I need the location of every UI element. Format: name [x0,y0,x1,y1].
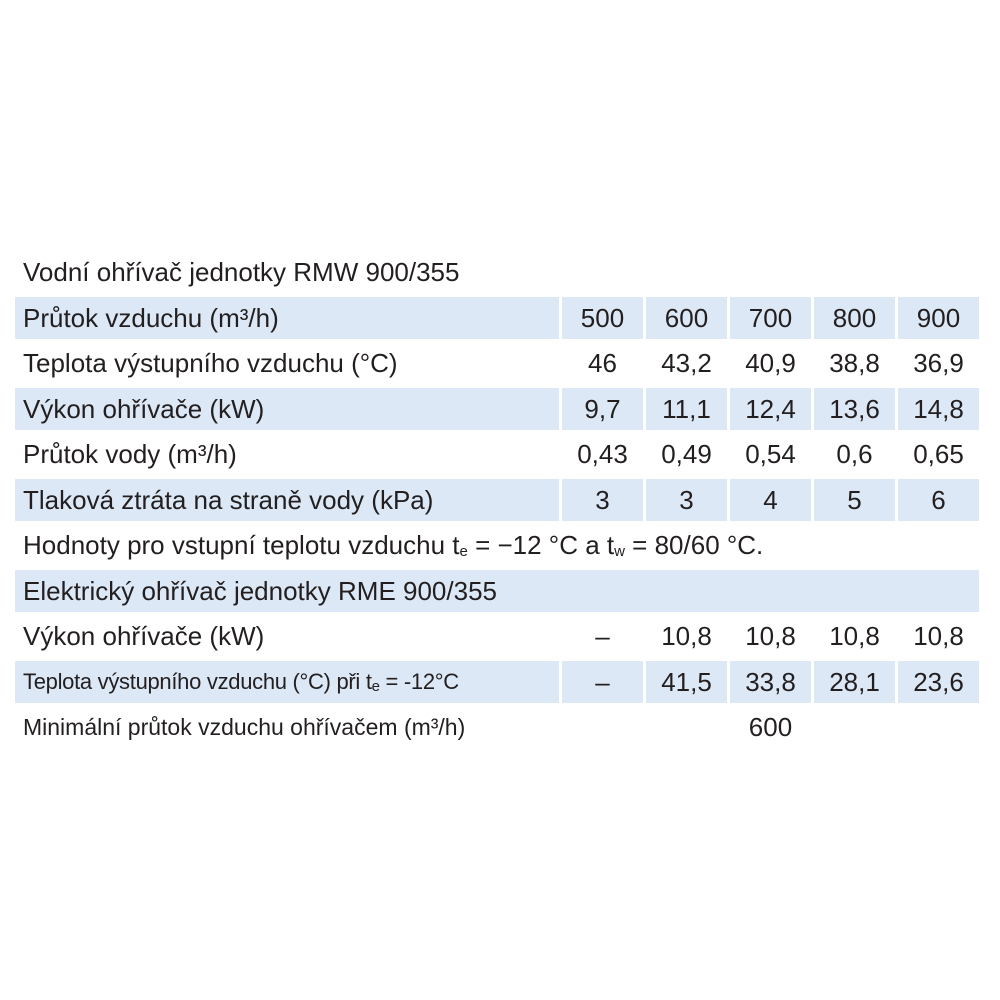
label-cell: Tlaková ztráta na straně vody (kPa) [15,478,559,521]
label-cell: Výkon ohřívače (kW) [15,387,559,430]
value-cell: 40,9 [745,348,796,378]
note-row: Hodnoty pro vstupní teplotu vzduchu te =… [15,524,979,566]
label-cell: Minimální průtok vzduchu ohřívačem (m³/h… [23,714,466,740]
value-cell: 12,4 [730,387,811,430]
value-cell: 500 [562,296,643,339]
value-cell: 36,9 [913,348,964,378]
value-cell: 0,43 [577,439,628,469]
text-segment: = −12 °C a t [467,530,615,560]
value-cell: 10,8 [661,621,712,651]
value-cell: 800 [814,296,895,339]
value-cell: – [562,660,643,703]
subscript: e [459,543,468,560]
value-cell: 600 [646,296,727,339]
value-cell: 41,5 [646,660,727,703]
section-title-row: Vodní ohřívač jednotky RMW 900/355 [15,251,979,293]
value-cell: 10,8 [913,621,964,651]
value-cell: 9,7 [562,387,643,430]
section-title-row: Elektrický ohřívač jednotky RME 900/355 [15,569,979,612]
value-cell: 14,8 [898,387,979,430]
section-title: Elektrický ohřívač jednotky RME 900/355 [15,569,979,612]
subscript: w [614,543,625,560]
table-row: Výkon ohřívače (kW) – 10,8 10,8 10,8 10,8 [15,615,979,657]
label-cell: Teplota výstupního vzduchu (°C) při te =… [15,660,559,703]
table-row: Průtok vzduchu (m³/h) 500 600 700 800 900 [15,296,979,339]
value-cell: 0,6 [836,439,873,469]
text-segment: Teplota výstupního vzduchu (°C) při t [23,668,372,694]
value-cell: 3 [562,478,643,521]
value-cell: 38,8 [829,348,880,378]
value-cell: 900 [898,296,979,339]
label-cell: Výkon ohřívače (kW) [23,621,265,651]
subscript: e [371,677,380,695]
value-cell: 11,1 [646,387,727,430]
table-row: Teplota výstupního vzduchu (°C) při te =… [15,660,979,703]
text-segment: = 80/60 °C. [624,530,764,560]
label-cell: Teplota výstupního vzduchu (°C) [23,348,398,378]
value-cell: 0,49 [661,439,712,469]
value-cell: 28,1 [814,660,895,703]
value-cell: 33,8 [730,660,811,703]
value-cell: – [595,621,610,651]
value-cell: 46 [588,348,617,378]
value-cell: 13,6 [814,387,895,430]
label-cell: Průtok vzduchu (m³/h) [15,296,559,339]
value-cell: 0,54 [745,439,796,469]
value-cell: 43,2 [661,348,712,378]
label-cell: Průtok vody (m³/h) [23,439,237,469]
spacer [562,706,643,748]
value-cell: 4 [730,478,811,521]
text-segment: = -12°C [379,668,460,694]
table-row: Teplota výstupního vzduchu (°C) 46 43,2 40,… [15,342,979,384]
section-title: Vodní ohřívač jednotky RMW 900/355 [23,257,460,287]
footer-row: Minimální průtok vzduchu ohřívačem (m³/h… [15,706,979,748]
value-cell: 10,8 [745,621,796,651]
value-cell: 10,8 [829,621,880,651]
text-segment: Hodnoty pro vstupní teplotu vzduchu t [23,530,460,560]
table-row: Průtok vody (m³/h) 0,43 0,49 0,54 0,6 0,65 [15,433,979,475]
spacer [646,706,727,748]
value-cell: 5 [814,478,895,521]
table-row: Výkon ohřívače (kW) 9,7 11,1 12,4 13,6 14,8 [15,387,979,430]
table-row: Tlaková ztráta na straně vody (kPa) 3 3 4 5 6 [15,478,979,521]
value-cell: 23,6 [898,660,979,703]
value-cell: 0,65 [913,439,964,469]
value-cell: 6 [898,478,979,521]
value-cell: 3 [646,478,727,521]
section-title: Hodnoty pro vstupní teplotu vzduchu te =… [15,524,979,566]
value-cell: 700 [730,296,811,339]
value-cell: 600 [748,712,793,742]
